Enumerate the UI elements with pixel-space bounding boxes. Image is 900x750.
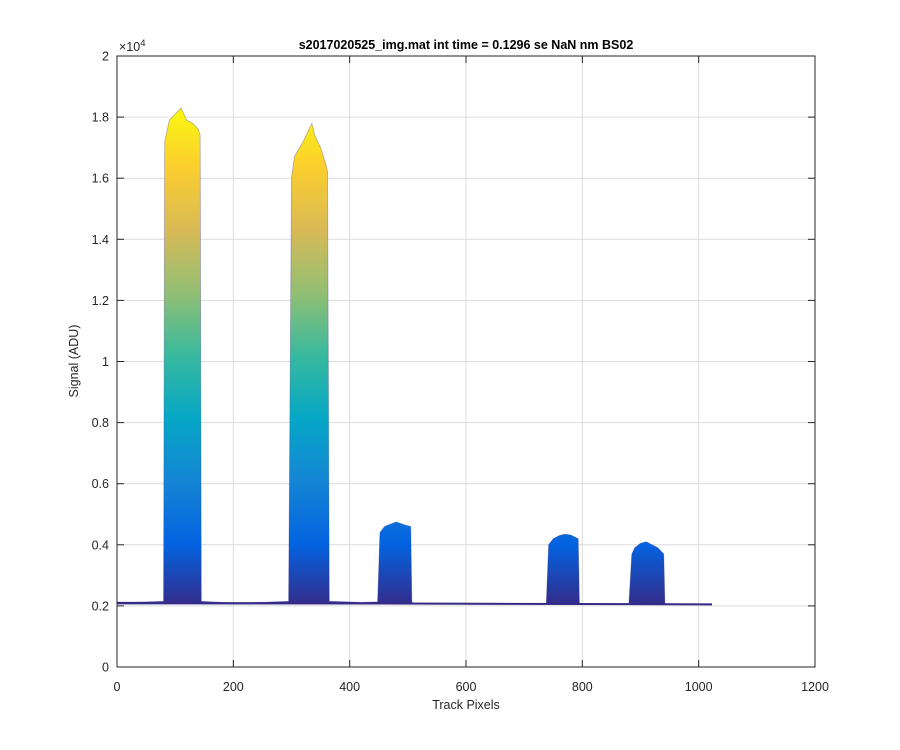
y-tick-label: 1.2: [92, 294, 109, 308]
y-tick-label: 0.2: [92, 599, 109, 613]
y-tick-label: 2: [102, 50, 109, 64]
signal-outline-0: [117, 107, 713, 605]
y-tick-label: 0: [102, 661, 109, 675]
x-tick-label: 200: [223, 680, 244, 694]
baseline-trace-0: [117, 601, 713, 606]
signal-area-0: [117, 107, 713, 605]
x-tick-label: 0: [114, 680, 121, 694]
x-axis-label: Track Pixels: [432, 698, 500, 712]
tick-labels: 0 200 400 600 800 1000 1200 0 0.2 0.4 0.6 0.8 1 1.2 1.…: [92, 50, 829, 695]
x-tick-label: 400: [339, 680, 360, 694]
x-tick-label: 800: [572, 680, 593, 694]
x-tick-label: 600: [456, 680, 477, 694]
y-tick-label: 0.4: [92, 538, 109, 552]
y-tick-label: 1.8: [92, 111, 109, 125]
y-tick-label: 0.8: [92, 416, 109, 430]
y-axis-label: Signal (ADU): [67, 325, 81, 398]
y-tick-label: 1.6: [92, 172, 109, 186]
x-tick-label: 1000: [685, 680, 713, 694]
y-exponent-label: ×104: [119, 38, 146, 54]
data-layer: [117, 107, 713, 606]
y-tick-label: 0.6: [92, 477, 109, 491]
ticks: [116, 55, 816, 668]
y-tick-label: 1.4: [92, 233, 109, 247]
x-tick-label: 1200: [801, 680, 829, 694]
y-tick-label: 1: [102, 355, 109, 369]
chart-title: s2017020525_img.mat int time = 0.1296 se…: [299, 38, 634, 52]
